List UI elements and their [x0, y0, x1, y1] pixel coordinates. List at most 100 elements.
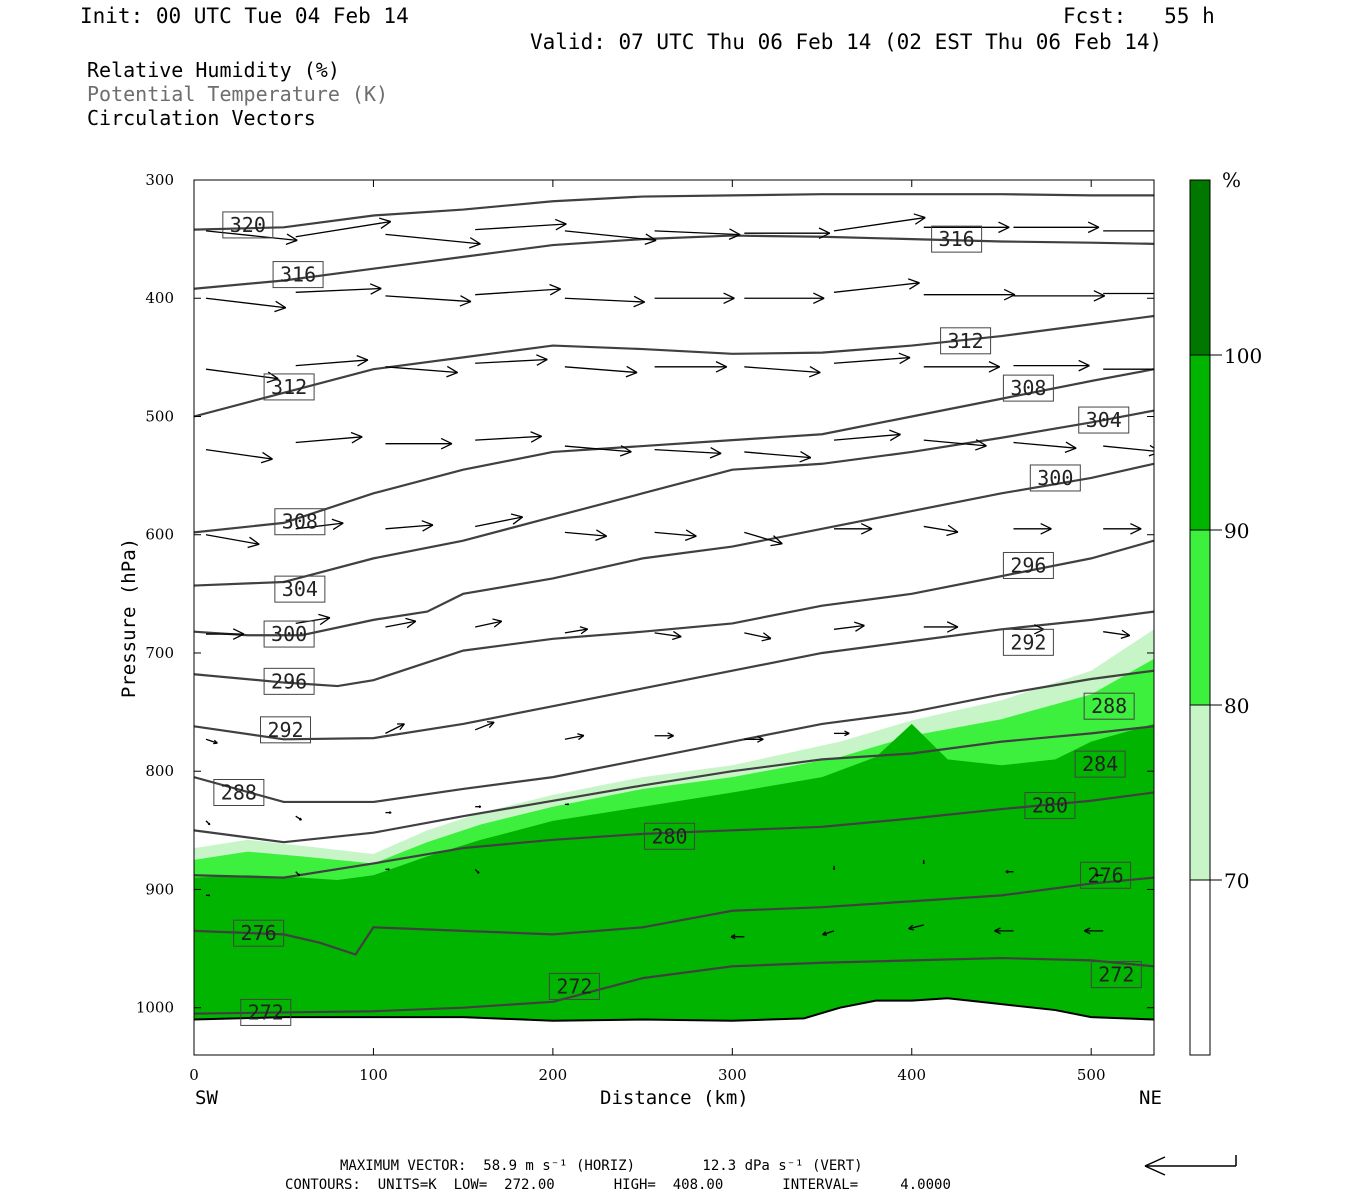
circulation-vector [834, 730, 850, 737]
y-tick-label: 800 [145, 762, 174, 780]
below-ground [194, 998, 1154, 1055]
circulation-vector [385, 365, 458, 378]
contour-label: 280 [1024, 792, 1076, 820]
theta-contour-308 [194, 368, 1154, 534]
circulation-vector [205, 230, 298, 246]
circulation-vector [564, 733, 585, 741]
circulation-vector [295, 354, 369, 367]
circulation-vector [744, 292, 825, 305]
contour-label-text: 304 [1086, 408, 1122, 432]
legend-potential-temperature: Potential Temperature (K) [87, 82, 389, 106]
y-tick-label: 400 [145, 289, 174, 307]
contour-label-text: 300 [271, 622, 307, 646]
circulation-vector [205, 820, 211, 826]
circulation-vector [205, 368, 279, 384]
contour-label: 296 [1002, 551, 1054, 579]
circulation-vector [834, 523, 873, 535]
circulation-vector [730, 934, 745, 940]
theta-contour-304 [194, 409, 1154, 587]
contour-label: 300 [1029, 464, 1081, 492]
circulation-vector [1013, 441, 1077, 454]
circulation-vector [564, 230, 657, 246]
colorbar-segment [1190, 705, 1210, 880]
circulation-vector [1103, 230, 1154, 232]
contour-label: 284 [1074, 750, 1126, 778]
maximum-vector-info: MAXIMUM VECTOR: 58.9 m s⁻¹ (HORIZ) 12.3 … [340, 1158, 863, 1174]
contour-label: 308 [274, 508, 326, 536]
colorbar-unit: % [1222, 168, 1241, 192]
ground-mask [194, 997, 1154, 1055]
colorbar-segment [1190, 180, 1210, 355]
circulation-vector [385, 811, 392, 815]
circulation-vector [295, 815, 302, 821]
x-tick-label: 400 [897, 1066, 926, 1084]
axes: 0 100 200 300 400 500 300 400 500 600 700 800 900 100… [136, 171, 1154, 1084]
circulation-vector [923, 288, 1016, 301]
circulation-vector [474, 868, 480, 874]
circulation-vector [206, 628, 245, 640]
colorbar-segment [1190, 880, 1210, 1055]
circulation-vector [385, 868, 390, 871]
contour-label: 272 [548, 972, 600, 1000]
forecast-hour: Fcst: 55 h [1063, 4, 1215, 28]
circulation-vector [475, 354, 548, 366]
circulation-vector [1103, 292, 1154, 295]
circulation-vector [564, 529, 608, 541]
circulation-vector [744, 227, 831, 240]
circulation-vector [385, 617, 417, 629]
circulation-vector [832, 865, 836, 870]
circulation-vector [475, 283, 561, 296]
circulation-vector [385, 723, 405, 734]
contour-label-text: 296 [1010, 553, 1046, 577]
circulation-vector [994, 927, 1014, 935]
contour-label: 296 [263, 667, 315, 695]
circulation-vector [564, 365, 638, 378]
rh-region-90-3 [194, 735, 1154, 1055]
circulation-vector [1103, 523, 1142, 535]
contour-label: 312 [940, 327, 992, 355]
colorbar-segment [1190, 355, 1210, 530]
y-tick-label: 1000 [136, 999, 174, 1017]
circulation-vector [654, 292, 735, 305]
circulation-vector [475, 805, 482, 809]
contour-label-text: 320 [230, 213, 266, 237]
contour-label-text: 316 [280, 263, 316, 287]
circulation-vector [744, 365, 821, 378]
contour-label-text: 292 [267, 718, 303, 742]
circulation-vector [923, 524, 959, 537]
contour-label-text: 316 [939, 227, 975, 251]
circulation-vector [654, 361, 728, 373]
contour-label-text: 288 [221, 781, 257, 805]
theta-contour-272 [194, 956, 1154, 1015]
theta-contour-284 [194, 725, 1154, 844]
colorbar: 100 90 80 70 [1189, 179, 1262, 1056]
circulation-vector [475, 618, 503, 628]
circulation-vector [822, 930, 835, 936]
contour-label-text: 308 [282, 510, 318, 534]
circulation-vector [564, 803, 569, 806]
contour-label: 320 [222, 211, 274, 239]
circulation-vector [1013, 221, 1100, 234]
colorbar-label: 80 [1224, 694, 1249, 718]
contour-label: 308 [1002, 374, 1054, 402]
circulation-vector [295, 283, 382, 295]
circulation-vector [564, 626, 589, 635]
contour-label: 276 [1080, 861, 1132, 889]
y-axis-title: Pressure (hPa) [118, 538, 140, 698]
theta-contour-300 [194, 462, 1154, 637]
contour-label: 272 [1090, 961, 1142, 989]
x-left-label: SW [195, 1087, 218, 1109]
circulation-vector [908, 924, 924, 931]
circulation-vector [295, 871, 301, 877]
circulation-vector [1103, 629, 1131, 639]
circulation-vector [1103, 444, 1154, 457]
contour-labels: 320 316 316 312 312 308 304 300 308 296 304 300 292 2… [213, 211, 1142, 1026]
contour-label-text: 292 [1010, 630, 1046, 654]
contour-label-text: 312 [271, 375, 307, 399]
contour-label-text: 280 [1032, 794, 1068, 818]
circulation-vector [295, 518, 344, 531]
circulation-vector [205, 534, 260, 549]
colorbar-frame [1189, 179, 1211, 1056]
circulation-vector [474, 721, 495, 731]
